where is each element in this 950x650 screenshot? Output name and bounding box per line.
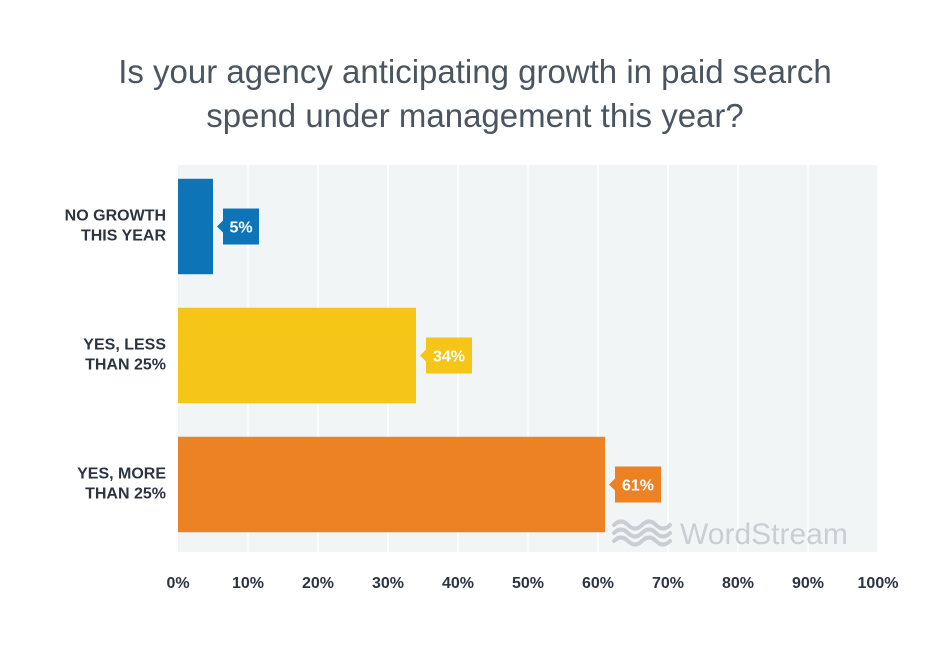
chart-title-line-2: spend under management this year? [206,97,744,134]
data-label-pointer-2 [609,478,615,491]
category-label-2-1: THAN 25% [85,486,166,503]
x-tick-label-100: 100% [858,575,899,592]
x-tick-label-40: 40% [442,575,474,592]
data-label-1: 34% [433,349,465,366]
x-tick-label-60: 60% [582,575,614,592]
wordstream-logo-wave-1 [612,527,672,539]
chart-title: Is your agency anticipating growth in pa… [0,50,950,138]
x-tick-label-80: 80% [722,575,754,592]
wordstream-watermark: WordStream [680,518,848,551]
bar-0 [178,178,213,275]
data-label-box-1 [426,337,472,374]
data-label-pointer-0 [217,220,223,233]
x-tick-label-10: 10% [232,575,264,592]
category-label-1-0: YES, LESS [83,337,166,354]
data-label-0: 5% [229,220,252,237]
chart-title-line-1: Is your agency anticipating growth in pa… [118,53,832,90]
x-tick-label-70: 70% [652,575,684,592]
x-tick-label-30: 30% [372,575,404,592]
x-tick-label-20: 20% [302,575,334,592]
bar-1 [178,307,416,404]
category-label-2-0: YES, MORE [77,466,166,483]
x-tick-label-0: 0% [166,575,189,592]
data-label-pointer-1 [420,349,426,362]
data-label-box-2 [615,466,661,503]
x-tick-label-50: 50% [512,575,544,592]
wordstream-logo-wave-0 [612,519,672,531]
category-label-0-1: THIS YEAR [81,228,167,245]
wordstream-logo-wave-2 [612,535,672,547]
data-label-2: 61% [622,478,654,495]
bar-2 [178,436,605,533]
category-label-0-0: NO GROWTH [65,208,166,225]
x-tick-label-90: 90% [792,575,824,592]
category-label-1-1: THAN 25% [85,357,166,374]
data-label-box-0 [223,208,259,245]
